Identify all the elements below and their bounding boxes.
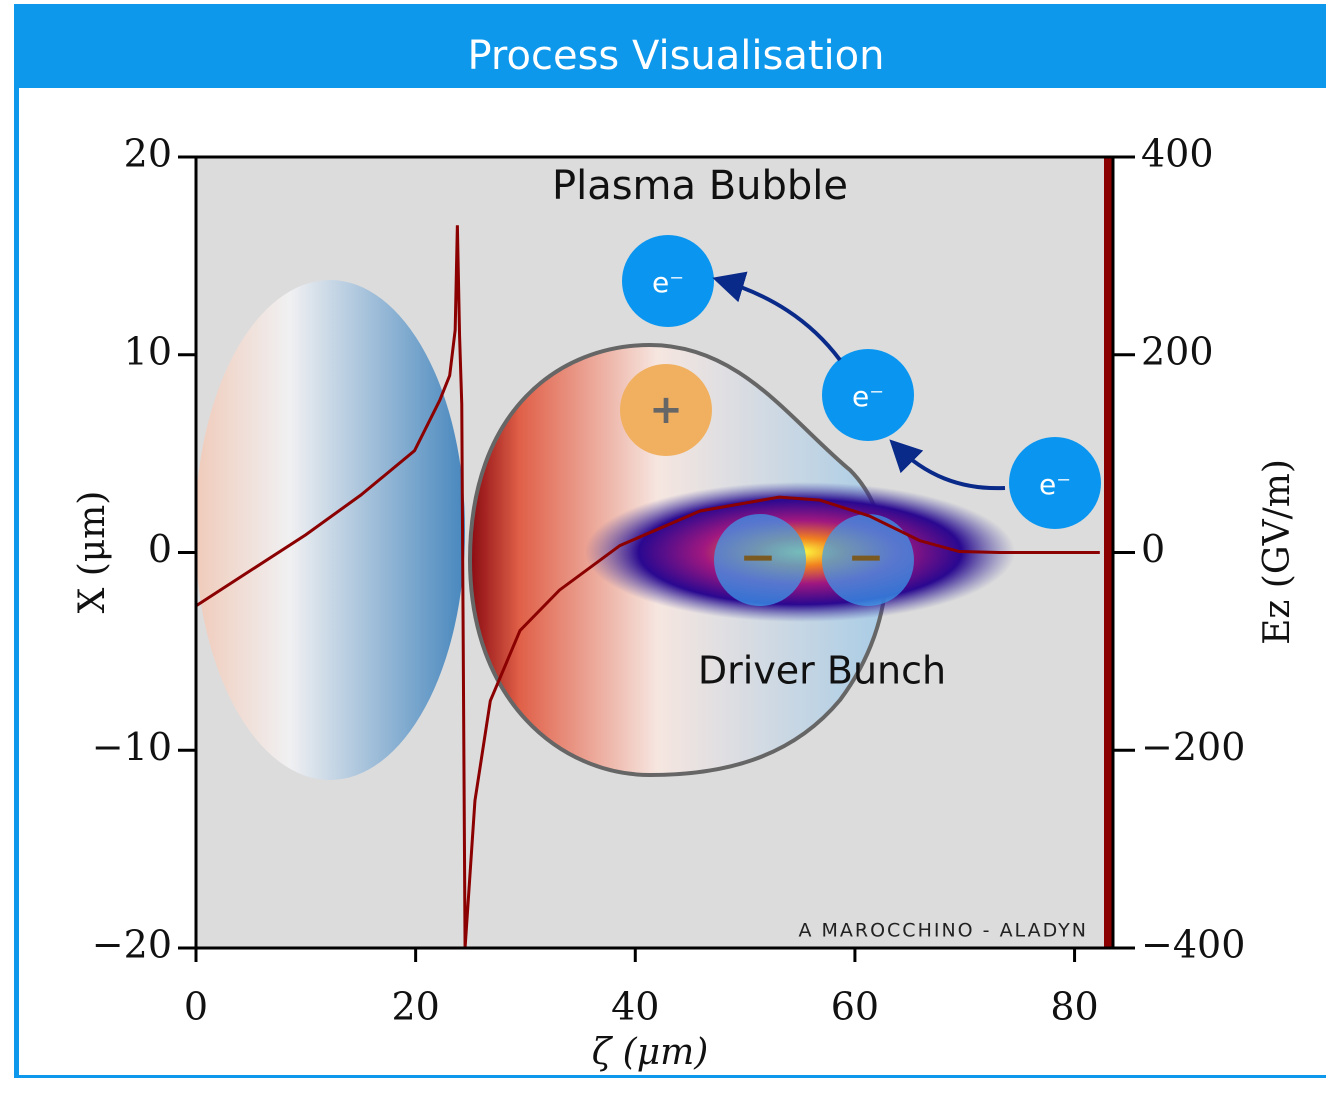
y-tick-label: −10 <box>92 725 172 769</box>
y-tick-label: 10 <box>124 329 172 373</box>
bunch-charge <box>822 514 914 606</box>
electron <box>822 349 914 441</box>
arrow <box>712 271 842 362</box>
electron <box>622 235 714 327</box>
y-axis-label: X (μm) <box>72 491 113 614</box>
y2-tick-label: −400 <box>1141 923 1245 967</box>
y2-tick-label: −200 <box>1141 725 1245 769</box>
header-title: Process Visualisation <box>468 33 885 79</box>
electron-label: e⁻ <box>852 380 884 413</box>
electron-label: e⁻ <box>1039 468 1071 501</box>
y2-axis-label: Ez (GV/m) <box>1257 459 1298 645</box>
panel-border <box>14 88 19 1078</box>
x-axis-label: ζ (μm) <box>592 1032 709 1073</box>
x-tick-label: 0 <box>184 985 208 1029</box>
ion-label: + <box>649 387 683 433</box>
ion <box>620 364 712 456</box>
x-tick-label: 40 <box>611 985 659 1029</box>
charge-label: − <box>740 532 777 583</box>
annotation: Plasma Bubble <box>552 163 848 209</box>
y-tick-label: 0 <box>148 527 172 571</box>
annotation: Driver Bunch <box>698 649 946 693</box>
electron-label: e⁻ <box>652 266 684 299</box>
rear-bubble <box>195 280 465 780</box>
electron <box>1009 437 1101 529</box>
y-tick-label: −20 <box>92 923 172 967</box>
y-tick-label: 20 <box>124 132 172 176</box>
charge-label: − <box>848 532 885 583</box>
x-tick-label: 20 <box>391 985 439 1029</box>
y2-tick-label: 0 <box>1141 527 1165 571</box>
y2-tick-label: 400 <box>1141 132 1214 176</box>
panel-border <box>14 1075 1326 1078</box>
y2-tick-label: 200 <box>1141 329 1214 373</box>
header-bar <box>14 4 1326 88</box>
beam-edge <box>1104 157 1113 948</box>
credit: A MAROCCHINO - ALADYN <box>798 920 1088 942</box>
bunch-charge <box>714 514 806 606</box>
x-tick-label: 80 <box>1050 985 1098 1029</box>
ez-line <box>195 225 1100 949</box>
x-tick-label: 60 <box>831 985 879 1029</box>
arrow <box>889 439 1006 491</box>
